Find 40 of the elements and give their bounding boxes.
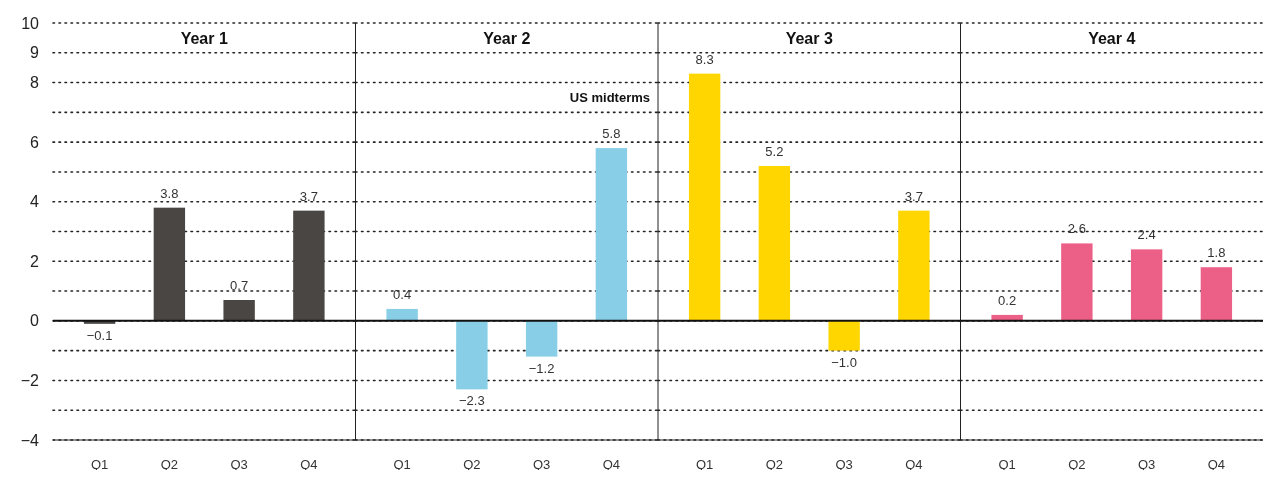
bar <box>1200 267 1233 321</box>
chart-title: Year 3 <box>785 29 833 47</box>
bar <box>223 300 255 321</box>
data-label: 2.4 <box>1137 227 1156 243</box>
data-label: 0.4 <box>393 286 412 302</box>
bar <box>153 207 186 321</box>
y-tick-label: 9 <box>30 44 40 62</box>
data-label: 5.2 <box>765 143 784 159</box>
data-label: 3.7 <box>299 188 318 204</box>
bar <box>758 165 791 321</box>
bar <box>898 210 930 321</box>
data-label: 3.8 <box>160 185 179 201</box>
data-label: −1.2 <box>528 360 555 376</box>
y-tick-label: 0 <box>30 312 40 330</box>
data-label: 1.8 <box>1207 245 1226 261</box>
data-label: 5.8 <box>602 126 621 142</box>
data-label: −2.3 <box>459 393 485 409</box>
data-label: 2.6 <box>1067 221 1086 237</box>
data-label: 8.3 <box>695 51 714 67</box>
bar <box>828 320 860 351</box>
data-label: −0.1 <box>86 327 113 343</box>
data-label: 0.7 <box>230 278 249 294</box>
chart-title: Year 1 <box>180 29 228 47</box>
y-tick-label: −4 <box>20 431 40 449</box>
y-tick-label: −2 <box>20 372 40 390</box>
data-label: −1.0 <box>831 354 857 370</box>
y-tick-label: 4 <box>30 193 40 211</box>
y-tick-label: 2 <box>30 252 40 270</box>
chart-title: Year 4 <box>1088 29 1136 47</box>
y-tick-label: 6 <box>30 133 40 151</box>
bar <box>1061 243 1093 321</box>
data-label: 0.2 <box>998 292 1017 308</box>
bar <box>1130 249 1163 321</box>
annotation: US midterms <box>569 90 650 106</box>
chart-title: Year 2 <box>483 29 531 47</box>
y-tick-label: 8 <box>30 74 40 92</box>
data-label: 3.7 <box>904 188 923 204</box>
bar <box>293 210 325 321</box>
bar <box>688 73 721 321</box>
y-tick-label: 10 <box>21 14 40 32</box>
